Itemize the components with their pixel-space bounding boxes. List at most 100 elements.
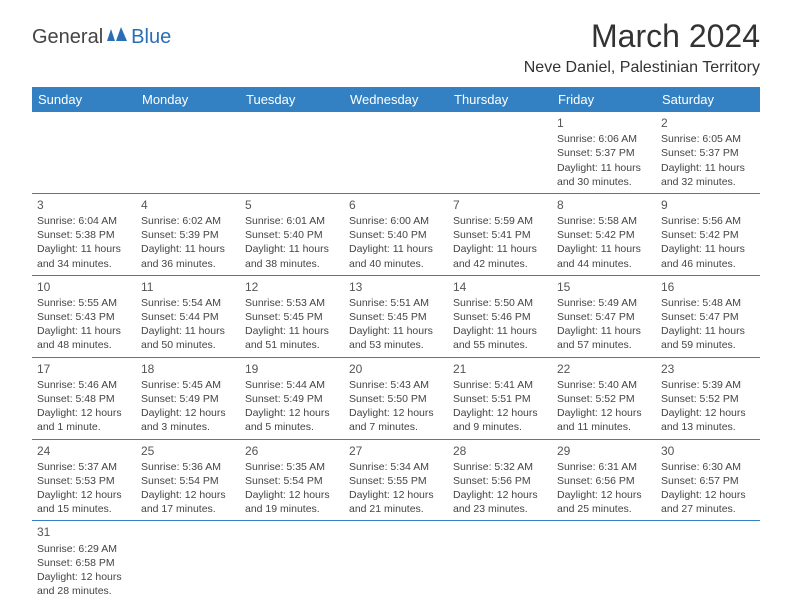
sunrise-text: Sunrise: 5:35 AM bbox=[245, 460, 339, 474]
sunset-text: Sunset: 5:50 PM bbox=[349, 392, 443, 406]
daylight-text: Daylight: 11 hours and 57 minutes. bbox=[557, 324, 651, 352]
sunset-text: Sunset: 5:51 PM bbox=[453, 392, 547, 406]
daylight-text: Daylight: 12 hours and 19 minutes. bbox=[245, 488, 339, 516]
sunrise-text: Sunrise: 5:37 AM bbox=[37, 460, 131, 474]
day-number: 19 bbox=[245, 361, 339, 377]
sunset-text: Sunset: 6:58 PM bbox=[37, 556, 131, 570]
day-header: Tuesday bbox=[240, 87, 344, 112]
calendar-cell: 6Sunrise: 6:00 AMSunset: 5:40 PMDaylight… bbox=[344, 193, 448, 275]
daylight-text: Daylight: 12 hours and 13 minutes. bbox=[661, 406, 755, 434]
sunrise-text: Sunrise: 5:41 AM bbox=[453, 378, 547, 392]
sunset-text: Sunset: 5:52 PM bbox=[557, 392, 651, 406]
daylight-text: Daylight: 12 hours and 27 minutes. bbox=[661, 488, 755, 516]
sunrise-text: Sunrise: 5:36 AM bbox=[141, 460, 235, 474]
calendar-cell: 12Sunrise: 5:53 AMSunset: 5:45 PMDayligh… bbox=[240, 275, 344, 357]
sunrise-text: Sunrise: 5:40 AM bbox=[557, 378, 651, 392]
calendar-cell: 9Sunrise: 5:56 AMSunset: 5:42 PMDaylight… bbox=[656, 193, 760, 275]
location: Neve Daniel, Palestinian Territory bbox=[524, 59, 760, 77]
daylight-text: Daylight: 11 hours and 59 minutes. bbox=[661, 324, 755, 352]
sunset-text: Sunset: 5:45 PM bbox=[245, 310, 339, 324]
sunset-text: Sunset: 5:42 PM bbox=[557, 228, 651, 242]
sunrise-text: Sunrise: 5:45 AM bbox=[141, 378, 235, 392]
sunset-text: Sunset: 5:37 PM bbox=[661, 146, 755, 160]
month-title: March 2024 bbox=[524, 18, 760, 55]
daylight-text: Daylight: 12 hours and 21 minutes. bbox=[349, 488, 443, 516]
sunset-text: Sunset: 5:45 PM bbox=[349, 310, 443, 324]
calendar-cell: 4Sunrise: 6:02 AMSunset: 5:39 PMDaylight… bbox=[136, 193, 240, 275]
daylight-text: Daylight: 12 hours and 17 minutes. bbox=[141, 488, 235, 516]
sunset-text: Sunset: 5:39 PM bbox=[141, 228, 235, 242]
header: General Blue March 2024 Neve Daniel, Pal… bbox=[32, 18, 760, 77]
day-number: 4 bbox=[141, 197, 235, 213]
calendar-cell bbox=[344, 521, 448, 602]
daylight-text: Daylight: 11 hours and 30 minutes. bbox=[557, 161, 651, 189]
day-number: 14 bbox=[453, 279, 547, 295]
calendar-cell: 11Sunrise: 5:54 AMSunset: 5:44 PMDayligh… bbox=[136, 275, 240, 357]
day-header: Wednesday bbox=[344, 87, 448, 112]
calendar-cell: 21Sunrise: 5:41 AMSunset: 5:51 PMDayligh… bbox=[448, 357, 552, 439]
sunset-text: Sunset: 5:54 PM bbox=[245, 474, 339, 488]
calendar-cell: 19Sunrise: 5:44 AMSunset: 5:49 PMDayligh… bbox=[240, 357, 344, 439]
day-number: 13 bbox=[349, 279, 443, 295]
sunrise-text: Sunrise: 6:06 AM bbox=[557, 132, 651, 146]
day-number: 16 bbox=[661, 279, 755, 295]
sunrise-text: Sunrise: 6:02 AM bbox=[141, 214, 235, 228]
sunrise-text: Sunrise: 5:39 AM bbox=[661, 378, 755, 392]
calendar-cell: 1Sunrise: 6:06 AMSunset: 5:37 PMDaylight… bbox=[552, 112, 656, 193]
calendar-cell: 13Sunrise: 5:51 AMSunset: 5:45 PMDayligh… bbox=[344, 275, 448, 357]
sunset-text: Sunset: 5:48 PM bbox=[37, 392, 131, 406]
day-number: 31 bbox=[37, 524, 131, 540]
calendar-cell bbox=[344, 112, 448, 193]
calendar-cell bbox=[448, 112, 552, 193]
day-number: 7 bbox=[453, 197, 547, 213]
sunrise-text: Sunrise: 5:55 AM bbox=[37, 296, 131, 310]
calendar-cell: 16Sunrise: 5:48 AMSunset: 5:47 PMDayligh… bbox=[656, 275, 760, 357]
sunset-text: Sunset: 5:44 PM bbox=[141, 310, 235, 324]
logo-flag-icon bbox=[107, 27, 129, 48]
calendar-cell bbox=[240, 521, 344, 602]
logo: General Blue bbox=[32, 26, 171, 49]
day-number: 27 bbox=[349, 443, 443, 459]
sunrise-text: Sunrise: 5:48 AM bbox=[661, 296, 755, 310]
day-number: 5 bbox=[245, 197, 339, 213]
daylight-text: Daylight: 11 hours and 38 minutes. bbox=[245, 242, 339, 270]
sunrise-text: Sunrise: 6:00 AM bbox=[349, 214, 443, 228]
day-header: Saturday bbox=[656, 87, 760, 112]
calendar-cell: 31Sunrise: 6:29 AMSunset: 6:58 PMDayligh… bbox=[32, 521, 136, 602]
calendar-row: 17Sunrise: 5:46 AMSunset: 5:48 PMDayligh… bbox=[32, 357, 760, 439]
logo-text-blue: Blue bbox=[131, 26, 171, 49]
daylight-text: Daylight: 12 hours and 5 minutes. bbox=[245, 406, 339, 434]
day-number: 18 bbox=[141, 361, 235, 377]
sunrise-text: Sunrise: 5:54 AM bbox=[141, 296, 235, 310]
sunrise-text: Sunrise: 5:50 AM bbox=[453, 296, 547, 310]
sunset-text: Sunset: 5:41 PM bbox=[453, 228, 547, 242]
sunrise-text: Sunrise: 5:49 AM bbox=[557, 296, 651, 310]
daylight-text: Daylight: 12 hours and 7 minutes. bbox=[349, 406, 443, 434]
calendar-cell bbox=[552, 521, 656, 602]
daylight-text: Daylight: 11 hours and 48 minutes. bbox=[37, 324, 131, 352]
calendar-cell: 2Sunrise: 6:05 AMSunset: 5:37 PMDaylight… bbox=[656, 112, 760, 193]
calendar-cell: 17Sunrise: 5:46 AMSunset: 5:48 PMDayligh… bbox=[32, 357, 136, 439]
day-number: 28 bbox=[453, 443, 547, 459]
day-number: 20 bbox=[349, 361, 443, 377]
sunrise-text: Sunrise: 5:51 AM bbox=[349, 296, 443, 310]
sunrise-text: Sunrise: 6:01 AM bbox=[245, 214, 339, 228]
sunset-text: Sunset: 5:40 PM bbox=[349, 228, 443, 242]
day-header: Friday bbox=[552, 87, 656, 112]
daylight-text: Daylight: 12 hours and 15 minutes. bbox=[37, 488, 131, 516]
calendar-cell: 15Sunrise: 5:49 AMSunset: 5:47 PMDayligh… bbox=[552, 275, 656, 357]
day-number: 30 bbox=[661, 443, 755, 459]
daylight-text: Daylight: 12 hours and 9 minutes. bbox=[453, 406, 547, 434]
daylight-text: Daylight: 11 hours and 32 minutes. bbox=[661, 161, 755, 189]
calendar-cell: 7Sunrise: 5:59 AMSunset: 5:41 PMDaylight… bbox=[448, 193, 552, 275]
day-number: 17 bbox=[37, 361, 131, 377]
daylight-text: Daylight: 11 hours and 42 minutes. bbox=[453, 242, 547, 270]
day-number: 23 bbox=[661, 361, 755, 377]
day-number: 8 bbox=[557, 197, 651, 213]
day-number: 12 bbox=[245, 279, 339, 295]
daylight-text: Daylight: 11 hours and 50 minutes. bbox=[141, 324, 235, 352]
sunrise-text: Sunrise: 5:56 AM bbox=[661, 214, 755, 228]
sunrise-text: Sunrise: 6:30 AM bbox=[661, 460, 755, 474]
calendar-cell: 24Sunrise: 5:37 AMSunset: 5:53 PMDayligh… bbox=[32, 439, 136, 521]
daylight-text: Daylight: 12 hours and 23 minutes. bbox=[453, 488, 547, 516]
